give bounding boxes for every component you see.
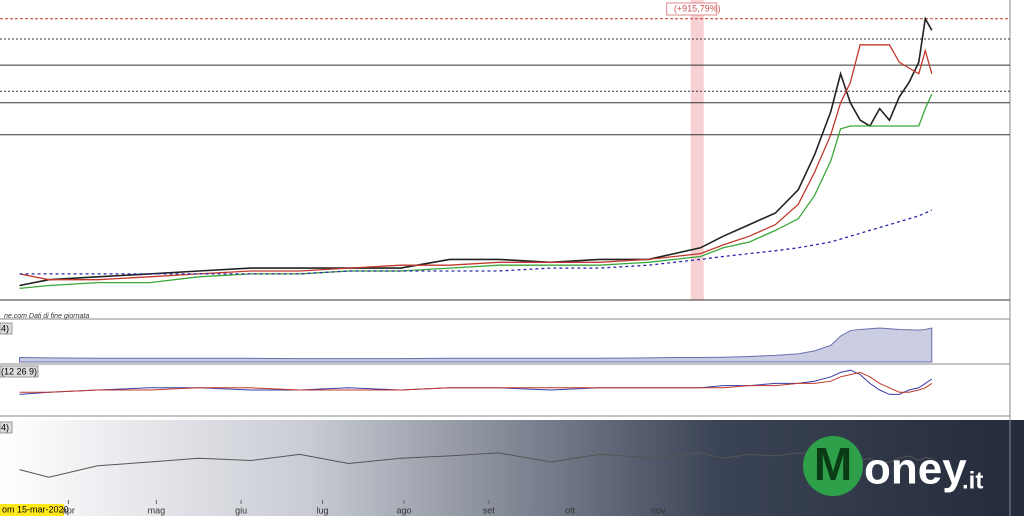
logo-initial: M xyxy=(814,438,852,490)
logo-text: oney xyxy=(864,445,967,494)
x-tick-label: ott xyxy=(565,505,576,515)
panel-label: (12 26 9) xyxy=(1,366,37,376)
panel-label-box xyxy=(0,365,39,378)
series-area xyxy=(19,327,933,363)
series-line xyxy=(19,369,933,395)
series-line xyxy=(19,44,933,281)
date-box xyxy=(0,504,64,516)
series-line xyxy=(19,16,933,287)
x-tick-label: lug xyxy=(317,505,329,515)
annotation-box xyxy=(666,2,718,16)
date-label: om 15-mar-2020 xyxy=(2,504,69,514)
series-line xyxy=(19,209,933,275)
x-tick-label: giu xyxy=(235,505,247,515)
x-tick-label: ago xyxy=(396,505,411,515)
panel-label: 4) xyxy=(1,422,9,432)
panel-label-box xyxy=(0,421,13,434)
panel-label-box xyxy=(0,322,13,335)
x-tick-label: mag xyxy=(148,505,166,515)
source-note: ne.com Dati di fine giornata xyxy=(4,313,89,320)
logo-suffix: .it xyxy=(962,467,983,494)
panel-label: 4) xyxy=(1,323,9,333)
x-tick-label: set xyxy=(483,505,496,515)
x-tick-label: apr xyxy=(62,505,75,515)
x-tick-label: nov xyxy=(651,505,666,515)
annotation: (+915,79%) xyxy=(674,3,721,13)
highlight-band xyxy=(690,0,704,300)
series-line xyxy=(19,452,932,478)
series-line xyxy=(19,371,933,393)
logo-circle xyxy=(803,436,863,496)
